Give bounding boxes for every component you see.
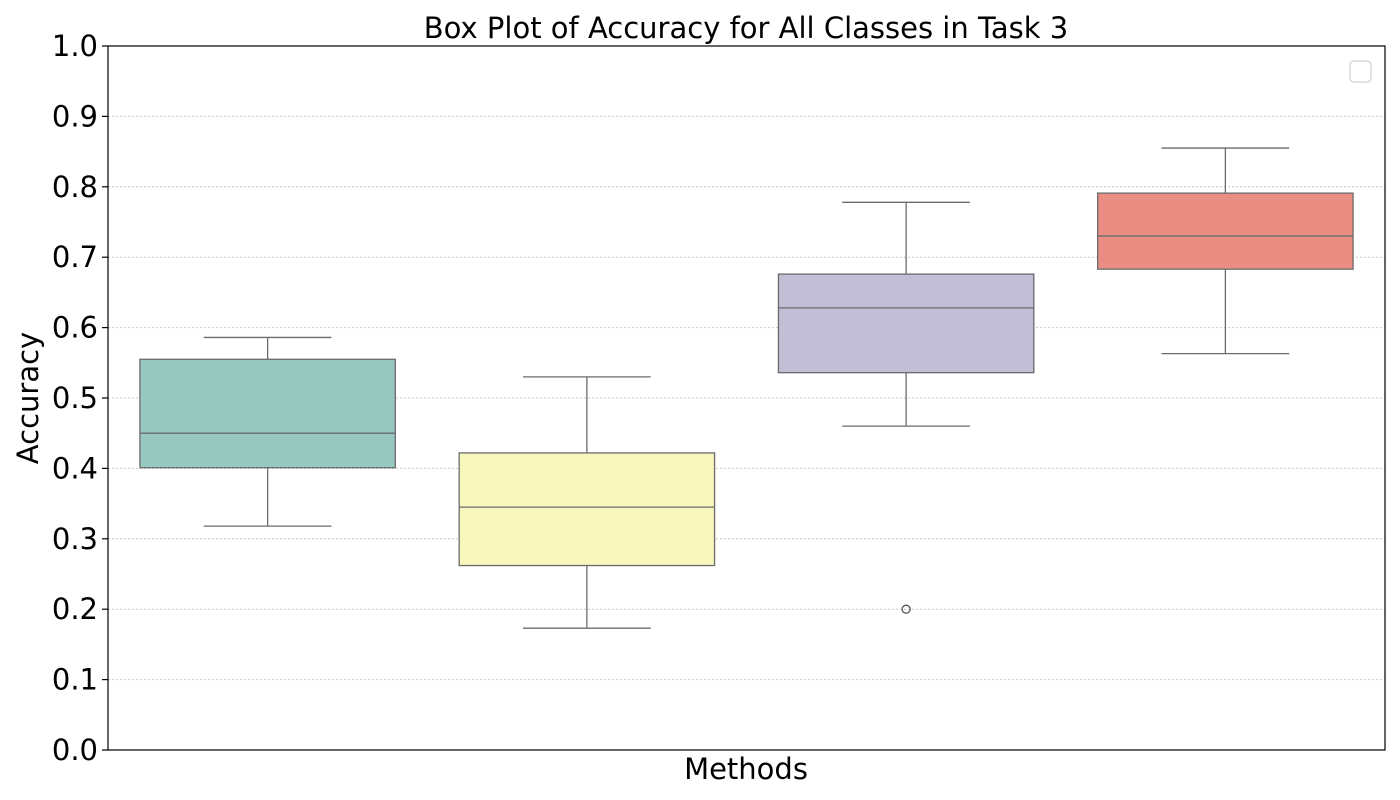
box-group-1 xyxy=(139,336,396,527)
y-tick-label: 0.7 xyxy=(52,240,98,274)
y-tick-label: 0.9 xyxy=(52,99,98,133)
y-tick-label: 0.2 xyxy=(52,592,98,626)
iqr-box xyxy=(139,358,396,469)
legend-box xyxy=(1349,60,1372,83)
y-tick-label: 0.8 xyxy=(52,170,98,204)
y-tick-label: 0.1 xyxy=(52,663,98,697)
y-tick-label: 0.3 xyxy=(52,522,98,556)
box-group-2 xyxy=(458,376,716,629)
box-group-4 xyxy=(1097,147,1354,355)
y-tick-label: 0.5 xyxy=(52,381,98,415)
y-axis-label: Accuracy xyxy=(11,332,45,464)
x-axis-label: Methods xyxy=(684,752,808,786)
iqr-box xyxy=(777,273,1035,374)
y-tick-label: 0.0 xyxy=(52,733,98,767)
iqr-box xyxy=(1097,192,1354,270)
chart-title: Box Plot of Accuracy for All Classes in … xyxy=(424,11,1068,45)
y-axis-ticks: 0.0 0.1 0.2 0.3 0.4 0.5 0.6 0.7 0.8 0.9 1.0 xyxy=(52,29,108,767)
box-group-3 xyxy=(777,201,1035,614)
y-tick-label: 1.0 xyxy=(52,29,98,63)
y-tick-label: 0.6 xyxy=(52,311,98,345)
boxes xyxy=(139,147,1354,629)
outlier-point xyxy=(901,604,911,614)
iqr-box xyxy=(458,452,716,567)
y-tick-label: 0.4 xyxy=(52,451,98,485)
